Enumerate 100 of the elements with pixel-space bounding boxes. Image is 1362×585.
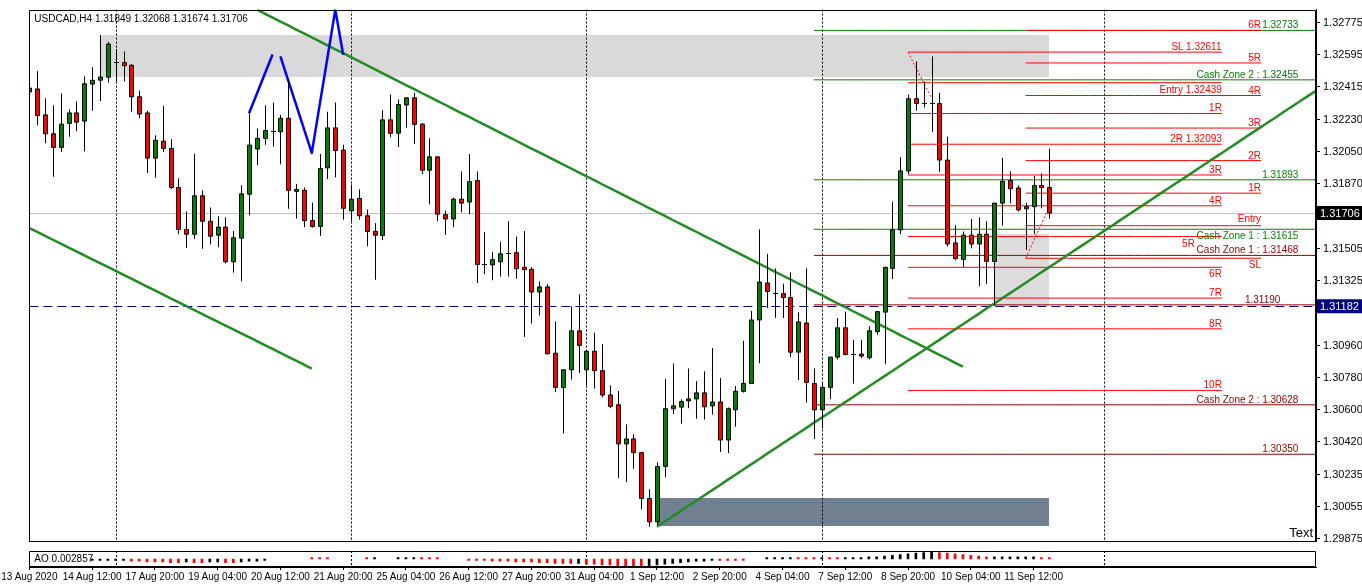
- bar: [239, 558, 243, 563]
- bar: [224, 558, 227, 563]
- bar: [726, 558, 729, 561]
- candlestick: [663, 378, 668, 478]
- bar: [679, 558, 682, 563]
- x-tick-label: 7 Sep 12:00: [818, 570, 873, 582]
- bar: [632, 558, 635, 566]
- y-tick-label: 1.30055: [1323, 499, 1362, 512]
- bar: [938, 552, 941, 560]
- bar: [765, 557, 769, 560]
- candlestick: [388, 93, 393, 138]
- y-tick-label: 1.32230: [1323, 112, 1362, 125]
- bar: [671, 558, 675, 564]
- candlestick: [505, 220, 512, 278]
- bar: [435, 557, 439, 560]
- series-label: 4R: [1248, 84, 1262, 96]
- series-label: 1.31190: [1244, 293, 1281, 305]
- series-label: Entry 1.32439: [1159, 83, 1223, 95]
- bar: [412, 557, 416, 560]
- bar: [977, 555, 980, 560]
- bar: [467, 558, 471, 561]
- bar: [639, 558, 643, 566]
- bar: [616, 558, 620, 566]
- candlestick: [537, 280, 542, 317]
- candlestick: [82, 75, 87, 152]
- ref-line-label: 1.31706: [1320, 206, 1360, 219]
- bar: [781, 557, 784, 560]
- chart-title: USDCAD,H4 1.31849 1.32068 1.31674 1.31706: [34, 12, 249, 24]
- candlestick: [765, 253, 770, 309]
- bar: [130, 558, 133, 562]
- ref-line-label: 1.31182: [1320, 299, 1359, 312]
- series-label: 2R: [1248, 149, 1262, 161]
- candlestick: [679, 398, 684, 425]
- candlestick: [67, 108, 72, 138]
- bar: [577, 558, 580, 564]
- series-label: 1.31893: [1262, 168, 1299, 180]
- x-tick-label: 27 Aug 20:00: [501, 570, 562, 582]
- bar: [263, 558, 267, 561]
- series-label: 1R: [1209, 102, 1222, 114]
- bar: [428, 557, 431, 560]
- series-label: 8R: [1209, 317, 1222, 329]
- bar: [530, 558, 533, 563]
- series-label: 5R: [1248, 51, 1262, 63]
- candlestick: [481, 231, 488, 275]
- chart-title: AO 0.002857: [34, 553, 94, 564]
- y-tick-label: 1.30600: [1323, 402, 1362, 415]
- candlestick: [200, 189, 205, 250]
- x-tick-label: 20 Aug 12:00: [250, 570, 311, 582]
- y-tick-label: 1.31505: [1323, 241, 1362, 254]
- x-tick-label: 11 Sep 12:00: [1004, 570, 1064, 582]
- bar: [310, 557, 314, 560]
- series-label: 7R: [1209, 287, 1222, 299]
- candlestick: [835, 317, 840, 360]
- bar: [137, 558, 141, 562]
- bar: [475, 558, 478, 561]
- candlestick: [318, 153, 323, 237]
- series-label: 3R: [1248, 117, 1262, 129]
- series-label: 1.30350: [1262, 443, 1299, 455]
- x-tick-label: 26 Aug 12:00: [439, 570, 499, 582]
- series-label: 5R: [1182, 237, 1195, 249]
- bar: [1000, 556, 1004, 560]
- series-label: Entry: [1237, 212, 1262, 224]
- candlestick: [921, 80, 928, 108]
- y-tick-label: 1.30420: [1323, 434, 1362, 447]
- bar: [694, 558, 698, 562]
- bar: [891, 555, 894, 560]
- bar: [969, 555, 973, 560]
- candlestick: [475, 170, 480, 284]
- bar: [490, 558, 494, 562]
- bar: [326, 557, 329, 560]
- y-tick-label: 1.32415: [1323, 80, 1362, 92]
- series-label: 10R: [1203, 379, 1222, 391]
- candlestick: [427, 137, 432, 205]
- candlestick: [74, 100, 79, 132]
- bar: [184, 558, 188, 563]
- candlestick: [333, 102, 338, 178]
- candlestick: [169, 138, 174, 190]
- x-tick-label: 1 Sep 12:00: [630, 570, 685, 582]
- candlestick: [435, 156, 440, 222]
- series-label: 6R: [1209, 268, 1222, 280]
- series-label: 2R 1.32093: [1170, 133, 1223, 145]
- x-tick-label: 25 Aug 04:00: [376, 570, 436, 582]
- bar: [177, 558, 180, 563]
- bar: [169, 558, 172, 563]
- bar: [318, 557, 321, 560]
- series-label: Cash Zone 2 : 1.30628: [1196, 393, 1299, 405]
- bar: [114, 558, 117, 561]
- series-label: Cash Zone 1 : 1.31468: [1196, 244, 1299, 256]
- candlestick: [145, 110, 150, 174]
- candlestick: [380, 109, 385, 241]
- candlestick: [850, 339, 857, 385]
- series-label: SL 1.32611: [1171, 41, 1222, 53]
- bar: [1047, 557, 1051, 560]
- y-tick-label: 1.32050: [1323, 144, 1362, 157]
- series-label: 6R: [1248, 19, 1262, 31]
- bar: [836, 557, 839, 560]
- bar: [522, 558, 525, 563]
- bar: [1024, 556, 1028, 560]
- series-label: 1R: [1248, 182, 1262, 194]
- y-tick-label: 1.30960: [1323, 338, 1362, 351]
